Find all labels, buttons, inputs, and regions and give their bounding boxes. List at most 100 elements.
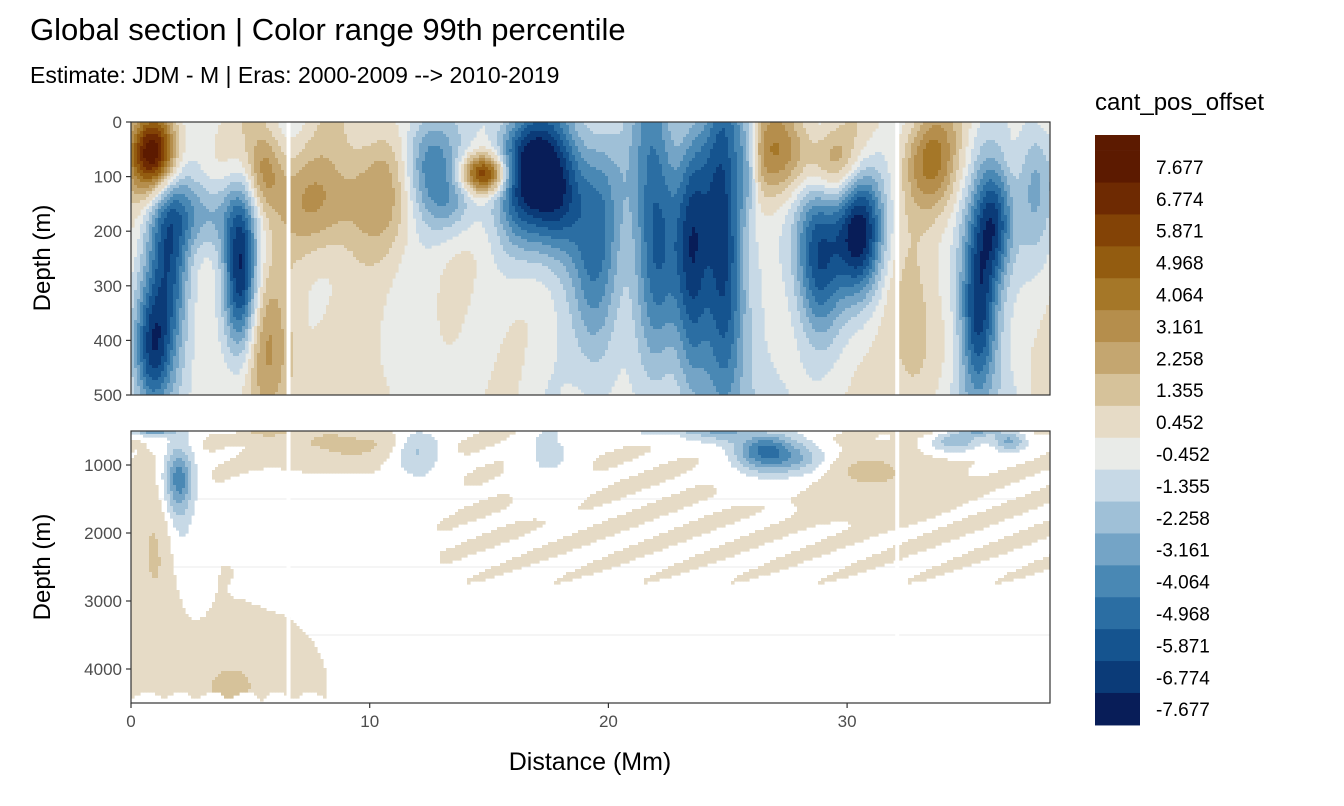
contour-cell	[665, 185, 669, 297]
contour-cell	[602, 455, 606, 471]
contour-cell	[872, 482, 876, 537]
contour-cell	[656, 305, 660, 330]
contour-cell	[542, 236, 546, 246]
contour-cell	[548, 212, 552, 222]
contour-cell	[227, 593, 231, 672]
contour-cell	[152, 533, 156, 579]
contour-cell	[983, 383, 987, 395]
contour-cell	[269, 206, 273, 231]
contour-cell	[929, 140, 933, 180]
contour-cell	[692, 323, 696, 348]
legend-swatch	[1095, 661, 1140, 694]
contour-cell	[362, 452, 366, 474]
contour-cell	[830, 149, 834, 162]
contour-cell	[740, 431, 744, 465]
contour-cell	[854, 206, 858, 216]
contour-cell	[179, 386, 183, 395]
contour-cell	[230, 200, 234, 213]
contour-cell	[869, 167, 873, 177]
contour-cell	[518, 248, 522, 261]
contour-cell	[224, 212, 228, 264]
contour-cell	[554, 221, 558, 231]
contour-cell	[860, 185, 864, 192]
contour-cell	[473, 203, 477, 222]
contour-cell	[512, 206, 516, 222]
contour-cell	[923, 209, 927, 234]
contour-cell	[146, 221, 150, 243]
contour-cell	[131, 179, 135, 192]
contour-cell	[725, 122, 729, 138]
contour-cell	[476, 164, 480, 168]
contour-cell	[698, 134, 702, 153]
contour-cell	[743, 536, 747, 552]
contour-cell	[350, 455, 354, 474]
contour-cell	[869, 557, 873, 570]
contour-cell	[239, 320, 243, 333]
contour-cell	[689, 296, 693, 321]
contour-cell	[638, 542, 642, 558]
contour-cell	[422, 161, 426, 174]
contour-cell	[947, 461, 951, 513]
contour-cell	[233, 434, 237, 447]
contour-cell	[182, 515, 186, 537]
contour-cell	[239, 173, 243, 183]
contour-cell	[1022, 245, 1026, 285]
contour-cell	[143, 359, 147, 378]
contour-cell	[230, 305, 234, 324]
contour-cell	[812, 329, 816, 348]
contour-cell	[332, 164, 336, 225]
contour-cell	[728, 359, 732, 393]
contour-cell	[491, 497, 495, 513]
contour-cell	[875, 431, 879, 438]
contour-cell	[674, 494, 678, 513]
contour-cell	[569, 242, 573, 258]
contour-cell	[1013, 386, 1017, 395]
contour-cell	[725, 542, 729, 558]
contour-cell	[542, 131, 546, 141]
contour-cell	[989, 389, 993, 395]
contour-cell	[527, 143, 531, 207]
contour-cell	[182, 608, 186, 693]
contour-cell	[572, 329, 576, 387]
contour-cell	[830, 326, 834, 345]
contour-cell	[644, 122, 648, 186]
contour-cell	[590, 494, 594, 510]
contour-cell	[974, 515, 978, 531]
contour-cell	[980, 146, 984, 165]
contour-cell	[848, 287, 852, 297]
contour-cell	[509, 242, 513, 258]
contour-cell	[302, 431, 306, 474]
contour-cell	[554, 431, 558, 468]
contour-cell	[281, 614, 285, 693]
contour-cell	[776, 443, 780, 450]
contour-cell	[1010, 140, 1014, 174]
contour-cell	[161, 431, 165, 435]
contour-cell	[779, 182, 783, 195]
contour-cell	[161, 200, 165, 207]
contour-cell	[824, 302, 828, 318]
contour-cell	[515, 521, 519, 540]
contour-cell	[536, 209, 540, 219]
contour-cell	[803, 128, 807, 168]
contour-cell	[977, 512, 981, 531]
contour-cell	[734, 122, 738, 153]
contour-cell	[440, 149, 444, 207]
contour-cell	[422, 434, 426, 477]
contour-cell	[938, 143, 942, 171]
contour-cell	[308, 638, 312, 693]
contour-cell	[911, 578, 915, 582]
contour-cell	[830, 575, 834, 582]
contour-cell	[875, 335, 879, 395]
contour-cell	[482, 188, 486, 192]
contour-cell	[638, 146, 642, 228]
contour-cell	[155, 380, 159, 390]
contour-cell	[137, 299, 141, 324]
contour-cell	[848, 251, 852, 267]
contour-cell	[425, 434, 429, 474]
contour-cell	[842, 569, 846, 579]
contour-cell	[782, 122, 786, 126]
contour-cell	[158, 566, 162, 696]
contour-cell	[152, 188, 156, 192]
chart-subtitle: Estimate: JDM - M | Eras: 2000-2009 --> …	[30, 62, 559, 88]
contour-cell	[947, 200, 951, 219]
